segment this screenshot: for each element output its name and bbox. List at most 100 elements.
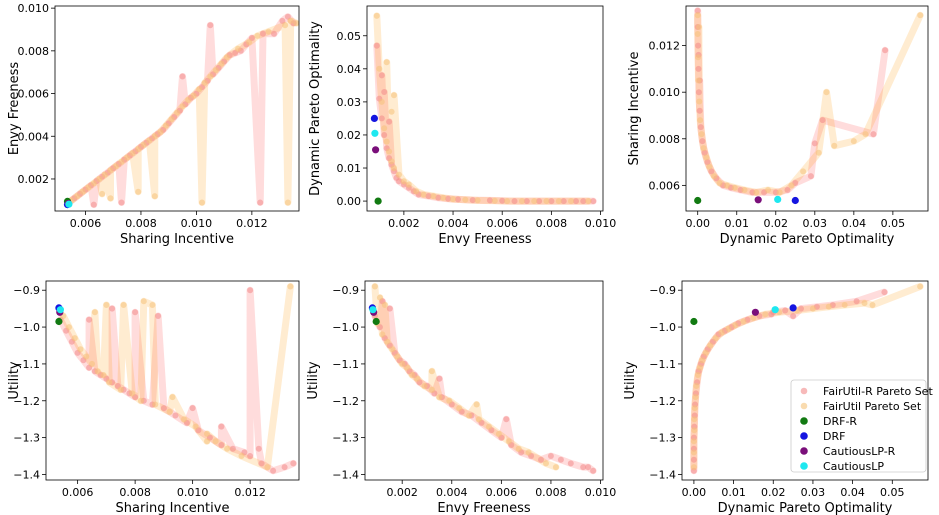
point-fairutil-r — [695, 65, 702, 72]
x-tick-label: 0.012 — [236, 217, 268, 230]
point-fairutil — [396, 171, 402, 178]
point-fairutil-r — [132, 309, 139, 316]
point-cautiouslp — [56, 306, 64, 314]
point-fairutil-r — [870, 131, 877, 138]
point-fairutil-r — [381, 89, 388, 95]
point-fairutil — [707, 342, 714, 349]
y-axis-label: Utility — [306, 361, 321, 400]
point-fairutil — [543, 460, 549, 467]
point-fairutil — [151, 133, 158, 140]
point-fairutil — [157, 129, 164, 135]
point-fairutil — [414, 375, 421, 382]
point-fairutil-r — [819, 117, 826, 124]
x-tick-label: 0.01 — [721, 486, 746, 499]
series-band-fairutil-r — [373, 42, 597, 205]
point-fairutil-r — [436, 375, 443, 382]
y-tick-label: 0.006 — [18, 88, 50, 101]
x-tick-label: 0.004 — [436, 486, 468, 499]
point-fairutil — [476, 416, 482, 423]
point-fairutil — [384, 338, 391, 345]
point-fairutil — [383, 138, 390, 145]
point-fairutil — [107, 167, 114, 174]
y-tick-label: 0.010 — [18, 2, 50, 15]
point-fairutil-r — [425, 193, 432, 200]
point-fairutil — [207, 73, 214, 80]
point-drf — [791, 196, 799, 205]
point-cautiouslp-r — [754, 196, 762, 204]
y-tick-label: −0.9 — [649, 284, 676, 297]
point-fairutil — [89, 360, 95, 367]
point-drf — [789, 304, 797, 312]
point-fairutil — [568, 198, 574, 205]
point-fairutil — [691, 405, 698, 412]
point-fairutil — [692, 394, 699, 401]
point-fairutil — [831, 142, 838, 149]
x-axis-label: Dynamic Pareto Optimality — [718, 501, 893, 515]
point-fairutil — [107, 195, 114, 202]
x-axis-label: Sharing Incentive — [116, 501, 230, 515]
point-fairutil — [135, 146, 142, 153]
point-fairutil — [85, 184, 92, 191]
x-tick-label: 0.006 — [486, 486, 518, 499]
point-fairutil-r — [86, 316, 93, 323]
point-fairutil — [695, 54, 702, 61]
point-fairutil — [124, 154, 131, 161]
point-fairutil — [379, 331, 386, 338]
point-fairutil — [223, 54, 230, 61]
point-fairutil-r — [807, 173, 814, 180]
point-fairutil — [712, 335, 719, 342]
point-fairutil — [695, 24, 702, 30]
y-tick-label: 0.00 — [337, 195, 362, 208]
point-fairutil — [917, 12, 924, 19]
point-fairutil-r — [179, 73, 186, 80]
point-fairutil — [166, 408, 173, 415]
point-fairutil-r — [536, 198, 543, 205]
point-fairutil — [428, 386, 435, 393]
chart-panel-4: 0.006 0.008 0.010 0.012 −0.9 −1.0 −1.1 −1.2 −1.3… — [7, 280, 300, 515]
y-tick-label: −1.2 — [332, 395, 359, 408]
point-drf-r — [690, 317, 698, 326]
point-fairutil — [409, 372, 416, 378]
y-tick-label: 0.01 — [337, 162, 362, 175]
point-fairutil — [486, 423, 492, 430]
series-band-fairutil — [373, 12, 592, 205]
y-axis-label: Dynamic Pareto Optimality — [308, 21, 323, 196]
point-fairutil-r — [435, 194, 442, 201]
series-band-fairutil — [371, 283, 560, 471]
point-fairutil — [693, 383, 700, 389]
y-tick-label: −1.3 — [13, 432, 40, 445]
x-tick-label: 0.00 — [685, 217, 710, 230]
chart-panel-2: 0.002 0.004 0.006 0.008 0.010 0.00 0.01 0.02 0.0… — [308, 5, 616, 247]
point-fairutil — [400, 178, 407, 185]
chart-panel-5: 0.002 0.004 0.006 0.008 0.010 −0.9 −1.0 −1.1 −1.… — [306, 280, 616, 515]
y-tick-label: 0.006 — [649, 179, 681, 192]
point-fairutil — [731, 184, 738, 191]
x-tick-label: 0.006 — [486, 217, 518, 230]
point-fairutil — [212, 438, 219, 445]
y-tick-label: −1.4 — [649, 468, 676, 481]
point-fairutil — [505, 438, 512, 445]
point-fairutil-r — [590, 198, 597, 205]
point-fairutil — [284, 199, 291, 206]
point-fairutil — [456, 405, 463, 412]
point-fairutil — [700, 145, 707, 152]
point-fairutil — [413, 188, 420, 195]
point-fairutil — [394, 353, 401, 360]
y-tick-label: 0.03 — [337, 96, 362, 109]
point-fairutil — [90, 180, 97, 187]
point-fairutil — [373, 12, 380, 19]
point-fairutil — [282, 22, 289, 29]
x-tick-label: 0.008 — [119, 486, 151, 499]
chart-panel-3: 0.00 0.01 0.02 0.03 0.04 0.05 0.006 0.008 0.010 0… — [627, 5, 929, 247]
point-fairutil — [146, 137, 153, 144]
point-fairutil — [386, 148, 393, 155]
point-fairutil-r — [455, 196, 461, 203]
series-band-fairutil-r — [371, 297, 597, 475]
point-fairutil — [140, 141, 147, 148]
point-fairutil — [389, 346, 396, 353]
point-fairutil — [71, 335, 78, 342]
axes-frame — [685, 5, 929, 212]
point-fairutil-r — [445, 195, 452, 202]
point-fairutil-r — [207, 22, 214, 29]
point-fairutil — [265, 28, 272, 35]
